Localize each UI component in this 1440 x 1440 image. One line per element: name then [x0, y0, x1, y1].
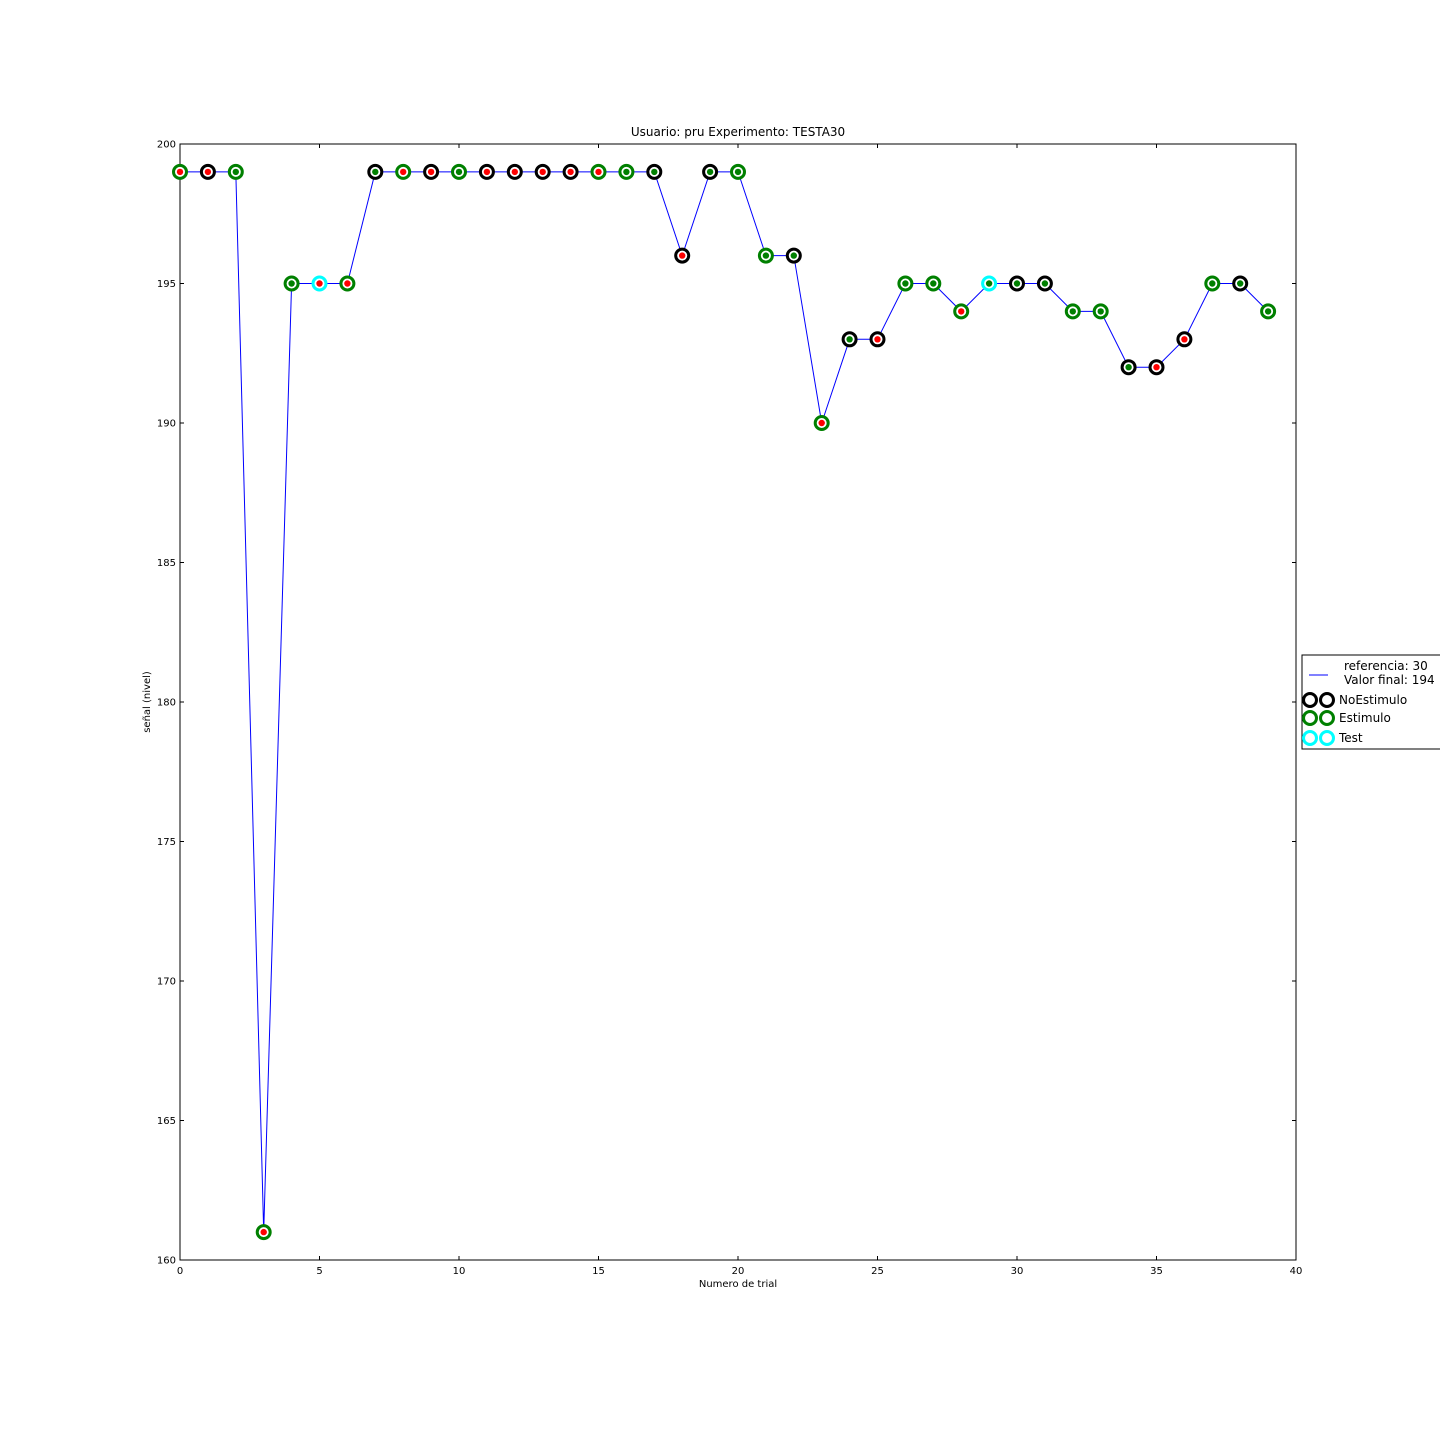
x-tick-label: 40 [1290, 1266, 1303, 1277]
x-tick-label: 15 [592, 1266, 605, 1277]
legend-marker-noestimulo [1319, 692, 1335, 708]
trial-response-dot [344, 280, 351, 287]
x-tick-label: 20 [732, 1266, 745, 1277]
markers-layer [172, 163, 1277, 1241]
trial-response-dot [511, 168, 518, 176]
y-tick-label: 195 [157, 279, 176, 290]
trial-response-dot [846, 336, 853, 343]
y-tick-label: 200 [157, 140, 176, 151]
series-line-layer [180, 171, 1269, 1233]
trial-response-dot [790, 252, 797, 259]
trial-response-dot [651, 168, 658, 176]
trial-response-dot [985, 280, 993, 287]
trial-response-dot [734, 168, 742, 176]
y-tick-label: 185 [157, 558, 176, 569]
trial-response-dot [623, 168, 630, 176]
trial-response-dot [1237, 280, 1244, 287]
trial-response-dot [288, 280, 295, 287]
trial-response-dot [567, 168, 574, 176]
trial-response-dot [595, 168, 602, 176]
trial-response-dot [818, 419, 825, 427]
legend-label-line-1: referencia: 30 [1344, 659, 1428, 673]
x-tick-label: 25 [871, 1266, 884, 1277]
legend-marker-noestimulo [1302, 692, 1318, 708]
trial-response-dot [1181, 336, 1188, 343]
trial-response-dot [176, 168, 184, 176]
y-tick-label: 170 [157, 977, 176, 988]
trial-response-dot [1097, 308, 1104, 315]
trial-response-dot [455, 168, 463, 176]
y-tick-label: 165 [157, 1116, 176, 1127]
trial-response-dot [1069, 308, 1077, 315]
legend-label-noestimulo: NoEstimulo [1339, 693, 1407, 707]
legend-label-line-2: Valor final: 194 [1344, 673, 1435, 687]
y-tick-label: 180 [157, 698, 176, 709]
legend-label-estimulo: Estimulo [1339, 711, 1391, 725]
x-tick-label: 5 [316, 1266, 322, 1277]
trial-response-dot [1264, 308, 1272, 315]
trial-response-dot [1041, 280, 1049, 287]
trial-response-dot [204, 168, 212, 176]
trial-response-dot [427, 168, 435, 176]
x-tick-label: 35 [1150, 1266, 1163, 1277]
trial-response-dot [930, 280, 937, 287]
trial-response-dot [372, 168, 379, 176]
trial-response-dot [232, 168, 239, 176]
x-tick-label: 0 [177, 1266, 183, 1277]
series-line [180, 171, 1269, 1233]
trial-response-dot [1209, 280, 1216, 287]
trial-response-dot [679, 252, 686, 259]
y-tick-label: 190 [157, 419, 176, 430]
legend-label-test: Test [1338, 731, 1363, 745]
chart-title: Usuario: pru Experimento: TESTA30 [631, 125, 845, 139]
trial-response-dot [400, 168, 407, 176]
trial-response-dot [316, 280, 323, 287]
trial-response-dot [483, 168, 491, 176]
y-tick-label: 160 [157, 1256, 176, 1267]
x-tick-label: 10 [453, 1266, 466, 1277]
legend-marker-estimulo [1302, 710, 1318, 726]
x-tick-label: 30 [1011, 1266, 1024, 1277]
legend-marker-estimulo [1319, 710, 1335, 726]
trial-response-dot [539, 168, 546, 176]
trial-response-dot [874, 336, 881, 343]
trial-response-dot [902, 280, 909, 287]
trial-response-dot [762, 252, 770, 259]
x-axis-label: Numero de trial [699, 1279, 777, 1290]
trial-response-dot [958, 308, 965, 315]
legend-marker-test [1319, 730, 1335, 746]
trial-response-dot [260, 1228, 267, 1236]
legend-marker-test [1302, 730, 1318, 746]
axes: 0 5 10 15 20 25 30 35 40 160 165 170 175 180 185 190 195… [142, 125, 1302, 1290]
trial-response-dot [1013, 280, 1021, 287]
y-axis-label: señal (nivel) [142, 671, 153, 733]
trial-response-dot [1125, 364, 1132, 371]
trial-response-dot [706, 168, 714, 176]
plot-frame [179, 143, 1297, 1261]
trial-response-dot [1153, 364, 1160, 371]
y-tick-label: 175 [157, 837, 176, 848]
